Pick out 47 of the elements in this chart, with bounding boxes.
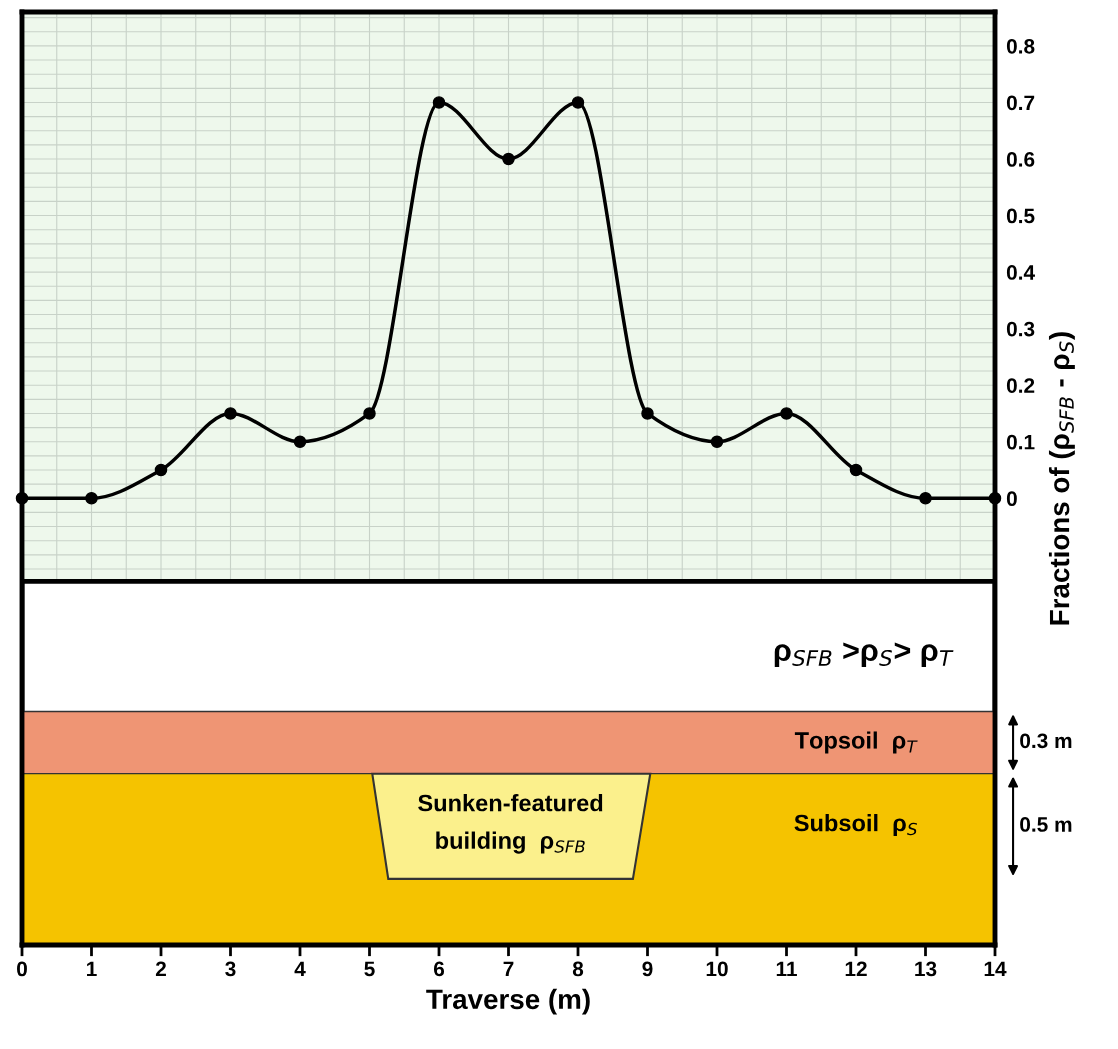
annotation: Topsoil ρ$_{T}$	[794, 731, 918, 754]
annotation: ρ$_{SFB}$ >ρ$_{S}$> ρ$_{T}$	[774, 642, 954, 668]
y-tick-label: 0.6	[1006, 152, 1035, 167]
y-tick-label: 0.1	[1006, 434, 1035, 450]
x-tick-label: 7	[503, 961, 514, 977]
point	[224, 407, 237, 420]
x-tick-label: 12	[845, 961, 867, 977]
y-tick-label: 0.2	[1006, 378, 1035, 393]
x-tick-label: 6	[433, 961, 445, 977]
x-tick-label: 9	[642, 961, 653, 977]
point	[363, 407, 376, 420]
y-tick-label: 0.4	[1006, 265, 1035, 280]
text: 0.3 m	[1020, 733, 1072, 749]
point	[988, 492, 1002, 505]
x-tick-label: 0	[17, 961, 27, 977]
x-tick-label: 2	[155, 961, 166, 977]
point	[641, 407, 654, 420]
x-tick-label: 3	[225, 961, 236, 977]
x-tick-label: 8	[572, 961, 584, 977]
x-tick-label: 4	[294, 961, 306, 977]
y-tick-label: 0	[1006, 491, 1017, 507]
annotation: Sunken-featured building ρ$_{SFB}$	[418, 794, 603, 854]
text: 0.5 m	[1020, 817, 1072, 832]
x-tick-label: 10	[706, 961, 728, 977]
point	[85, 492, 98, 505]
point	[502, 152, 515, 166]
point	[849, 463, 863, 477]
point	[15, 492, 29, 505]
y-tick-label: 0.8	[1006, 38, 1035, 54]
x-tick-label: 1	[87, 961, 97, 977]
point	[919, 492, 932, 505]
x-tick-label: 5	[364, 961, 375, 977]
point	[432, 96, 446, 109]
x-tick-label: 14	[984, 961, 1007, 977]
point	[571, 96, 585, 109]
point	[154, 463, 168, 477]
x-tick-label: 11	[776, 961, 797, 977]
y-tick-label: 0.3	[1006, 321, 1035, 337]
annotation: Subsoil ρ$_{S}$	[794, 814, 917, 837]
point	[780, 407, 793, 420]
y-tick-label: 0.5	[1006, 208, 1035, 224]
x-tick-label: 13	[915, 961, 937, 977]
y-tick-label: 0.7	[1006, 95, 1035, 111]
point	[293, 435, 307, 448]
x-axis-title: Traverse (m)	[426, 988, 590, 1015]
point	[710, 435, 724, 448]
y-axis-title: Fractions of (ρ$_{SFB}$ - ρ$_{S}$)	[1048, 332, 1075, 625]
